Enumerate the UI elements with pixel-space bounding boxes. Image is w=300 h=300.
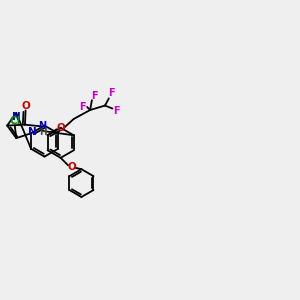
Text: N: N — [28, 128, 37, 137]
Text: F: F — [92, 91, 98, 101]
Text: F: F — [79, 102, 86, 112]
Text: F: F — [109, 88, 115, 98]
Text: N: N — [38, 122, 46, 131]
Text: N: N — [12, 112, 20, 122]
Text: F: F — [114, 106, 120, 116]
Text: Cl: Cl — [10, 116, 21, 126]
Text: H: H — [39, 128, 46, 137]
Text: O: O — [22, 100, 30, 111]
Text: O: O — [67, 162, 76, 172]
Text: O: O — [56, 123, 65, 133]
